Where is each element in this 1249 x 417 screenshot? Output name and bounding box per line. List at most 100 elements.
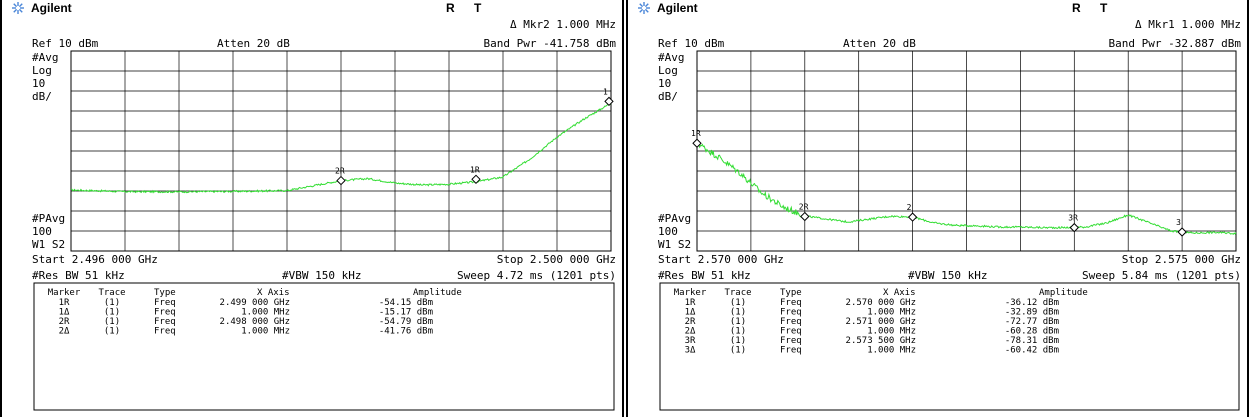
analyzer-panel-left: Agilent R T Δ Mkr2 1.000 MHz Ref 10 dBm Atten…	[0, 0, 624, 417]
agilent-spark-icon	[12, 2, 24, 14]
table-cell: (1)	[730, 308, 746, 318]
table-cell: Freq	[780, 317, 802, 327]
diamond-marker-icon	[336, 175, 346, 186]
attenuation: Atten 20 dB	[217, 37, 290, 50]
ref-level: Ref 10 dBm	[658, 37, 725, 50]
resolution-bandwidth: #Res BW 51 kHz	[32, 269, 125, 282]
table-cell: -60.42 dBm	[1005, 346, 1059, 356]
axis-scale-label: #Avg	[658, 51, 685, 64]
status-r: R	[446, 1, 455, 15]
table-cell: Freq	[780, 308, 802, 318]
table-cell: Freq	[780, 327, 802, 337]
table-cell: 2R	[685, 317, 696, 327]
table-cell: (1)	[730, 346, 746, 356]
table-cell: 2.499 000 GHz	[220, 298, 290, 308]
diamond-marker-icon	[1069, 222, 1080, 233]
status-t: T	[1100, 1, 1108, 15]
table-cell: -32.89 dBm	[1005, 308, 1059, 318]
marker-label: 2R	[335, 167, 345, 176]
table-cell: 1Δ	[59, 308, 70, 318]
sweep-time: Sweep 5.84 ms (1201 pts)	[1082, 269, 1241, 282]
table-cell: -36.12 dBm	[1005, 298, 1059, 308]
table-cell: 1.000 MHz	[867, 308, 916, 318]
band-power: Band Pwr -41.758 dBm	[484, 37, 617, 50]
table-cell: 1.000 MHz	[867, 346, 916, 356]
sweep-mode-label: 100	[658, 225, 678, 238]
table-cell: 1.000 MHz	[241, 308, 290, 318]
table-header: Amplitude	[1039, 288, 1088, 298]
table-cell: 3Δ	[685, 346, 696, 356]
diamond-marker-icon	[692, 138, 702, 148]
table-header: X Axis	[883, 288, 916, 298]
table-header: Trace	[98, 288, 125, 298]
table-cell: 2.573 500 GHz	[846, 336, 916, 346]
table-cell: -72.77 dBm	[1005, 317, 1059, 327]
table-header: X Axis	[257, 288, 290, 298]
sweep-mode-label: #PAvg	[32, 212, 65, 225]
sweep-mode-label: #PAvg	[658, 212, 691, 225]
axis-scale-label: 10	[658, 77, 671, 90]
status-r: R	[1072, 1, 1081, 15]
video-bandwidth: #VBW 150 kHz	[908, 269, 987, 282]
table-cell: (1)	[104, 317, 120, 327]
marker-label: 3	[1176, 218, 1181, 227]
sweep-time: Sweep 4.72 ms (1201 pts)	[457, 269, 616, 282]
table-cell: -41.76 dBm	[379, 327, 433, 337]
axis-scale-label: Log	[658, 64, 678, 77]
marker-label: 1R	[470, 165, 480, 174]
table-cell: Freq	[154, 327, 176, 337]
table-cell: (1)	[730, 298, 746, 308]
table-cell: 1Δ	[685, 308, 696, 318]
agilent-spark-icon	[638, 2, 650, 14]
table-cell: (1)	[104, 308, 120, 318]
table-cell: -78.31 dBm	[1005, 336, 1059, 346]
table-cell: 2Δ	[59, 327, 70, 337]
attenuation: Atten 20 dB	[843, 37, 916, 50]
stop-frequency: Stop 2.500 000 GHz	[497, 253, 616, 266]
table-cell: (1)	[730, 327, 746, 337]
start-frequency: Start 2.496 000 GHz	[32, 253, 158, 266]
table-header: Amplitude	[413, 288, 462, 298]
spectrum-plot-right: Agilent R T Δ Mkr1 1.000 MHz Ref 10 dBm Atten…	[638, 1, 1242, 411]
video-bandwidth: #VBW 150 kHz	[282, 269, 361, 282]
table-cell: -60.28 dBm	[1005, 327, 1059, 337]
brand-name: Agilent	[31, 1, 72, 15]
sweep-mode-label: W1 S2	[32, 238, 65, 251]
table-cell: 2Δ	[685, 327, 696, 337]
table-header: Type	[780, 288, 802, 298]
table-header: Type	[154, 288, 176, 298]
ref-level: Ref 10 dBm	[32, 37, 99, 50]
diamond-marker-icon	[471, 174, 481, 185]
resolution-bandwidth: #Res BW 51 kHz	[658, 269, 751, 282]
status-t: T	[474, 1, 482, 15]
table-cell: 2.570 000 GHz	[846, 298, 916, 308]
table-header: Marker	[674, 288, 707, 298]
table-cell: 1.000 MHz	[867, 327, 916, 337]
spectrum-trace	[696, 140, 1237, 235]
band-power: Band Pwr -32.887 dBm	[1109, 37, 1242, 50]
marker-label: 2R	[799, 203, 809, 212]
analyzer-panel-right: Agilent R T Δ Mkr1 1.000 MHz Ref 10 dBm Atten…	[626, 0, 1249, 417]
marker-readout: Δ Mkr2 1.000 MHz	[510, 18, 616, 31]
marker-label: 1	[603, 87, 608, 96]
diamond-marker-icon	[907, 212, 918, 222]
axis-scale-label: dB/	[32, 90, 52, 103]
diamond-marker-icon	[1177, 227, 1187, 237]
marker-label: 3R	[1068, 214, 1078, 223]
table-cell: 2R	[59, 317, 70, 327]
marker-readout: Δ Mkr1 1.000 MHz	[1135, 18, 1241, 31]
table-cell: Freq	[780, 336, 802, 346]
axis-scale-label: dB/	[658, 90, 678, 103]
diamond-marker-icon	[604, 96, 614, 107]
axis-scale-label: Log	[32, 64, 52, 77]
table-header: Marker	[48, 288, 81, 298]
table-cell: Freq	[154, 298, 176, 308]
axis-scale-label: #Avg	[32, 51, 59, 64]
table-cell: (1)	[730, 336, 746, 346]
table-cell: 3R	[685, 336, 696, 346]
brand-name: Agilent	[657, 1, 698, 15]
axis-scale-label: 10	[32, 77, 45, 90]
table-cell: -54.15 dBm	[379, 298, 433, 308]
table-cell: 1.000 MHz	[241, 327, 290, 337]
table-cell: (1)	[730, 317, 746, 327]
